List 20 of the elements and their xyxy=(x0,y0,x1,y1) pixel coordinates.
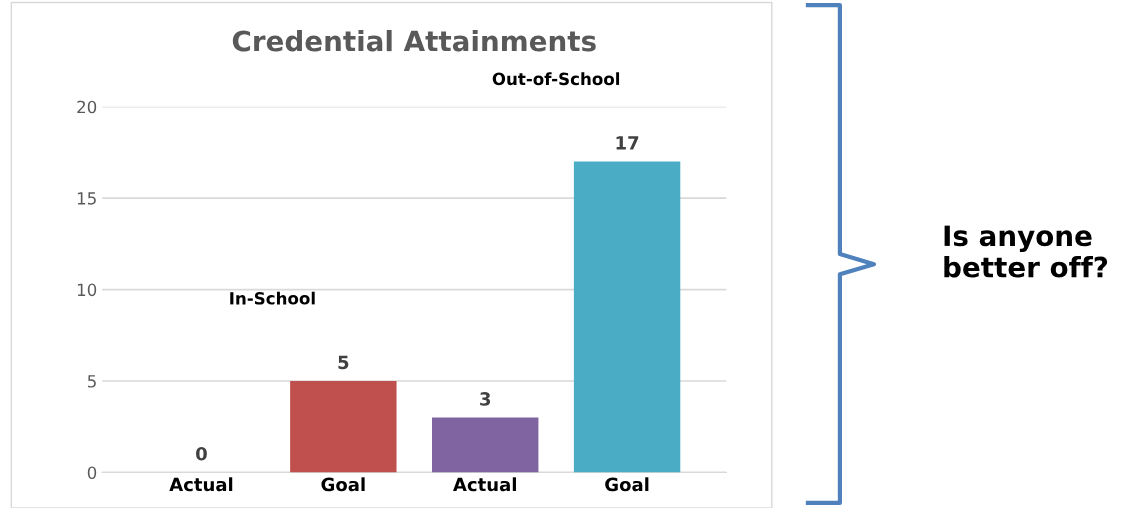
bar xyxy=(290,381,397,473)
y-tick-label: 5 xyxy=(87,375,96,388)
bar xyxy=(432,417,539,473)
x-tick-label: Actual xyxy=(453,477,516,492)
annotation: In-School xyxy=(230,291,315,305)
data-label: 5 xyxy=(338,355,349,370)
x-tick-label: Goal xyxy=(605,477,649,492)
bar xyxy=(573,161,681,473)
y-tick-label: 10 xyxy=(77,283,97,297)
y-tick-label: 20 xyxy=(77,100,97,114)
text: Out-of-School xyxy=(492,72,620,86)
data-label: 0 xyxy=(196,446,207,461)
y-tick-label: 0 xyxy=(87,466,97,480)
x-tick-label: Goal xyxy=(321,477,365,492)
data-label: 17 xyxy=(616,136,639,150)
y-tick-label: 15 xyxy=(77,192,96,205)
data-label: 3 xyxy=(480,392,491,406)
x-tick-label: Actual xyxy=(169,477,233,492)
chart-title: Credential Attainments xyxy=(232,30,596,52)
text: Is anyone better off? xyxy=(944,225,1108,278)
